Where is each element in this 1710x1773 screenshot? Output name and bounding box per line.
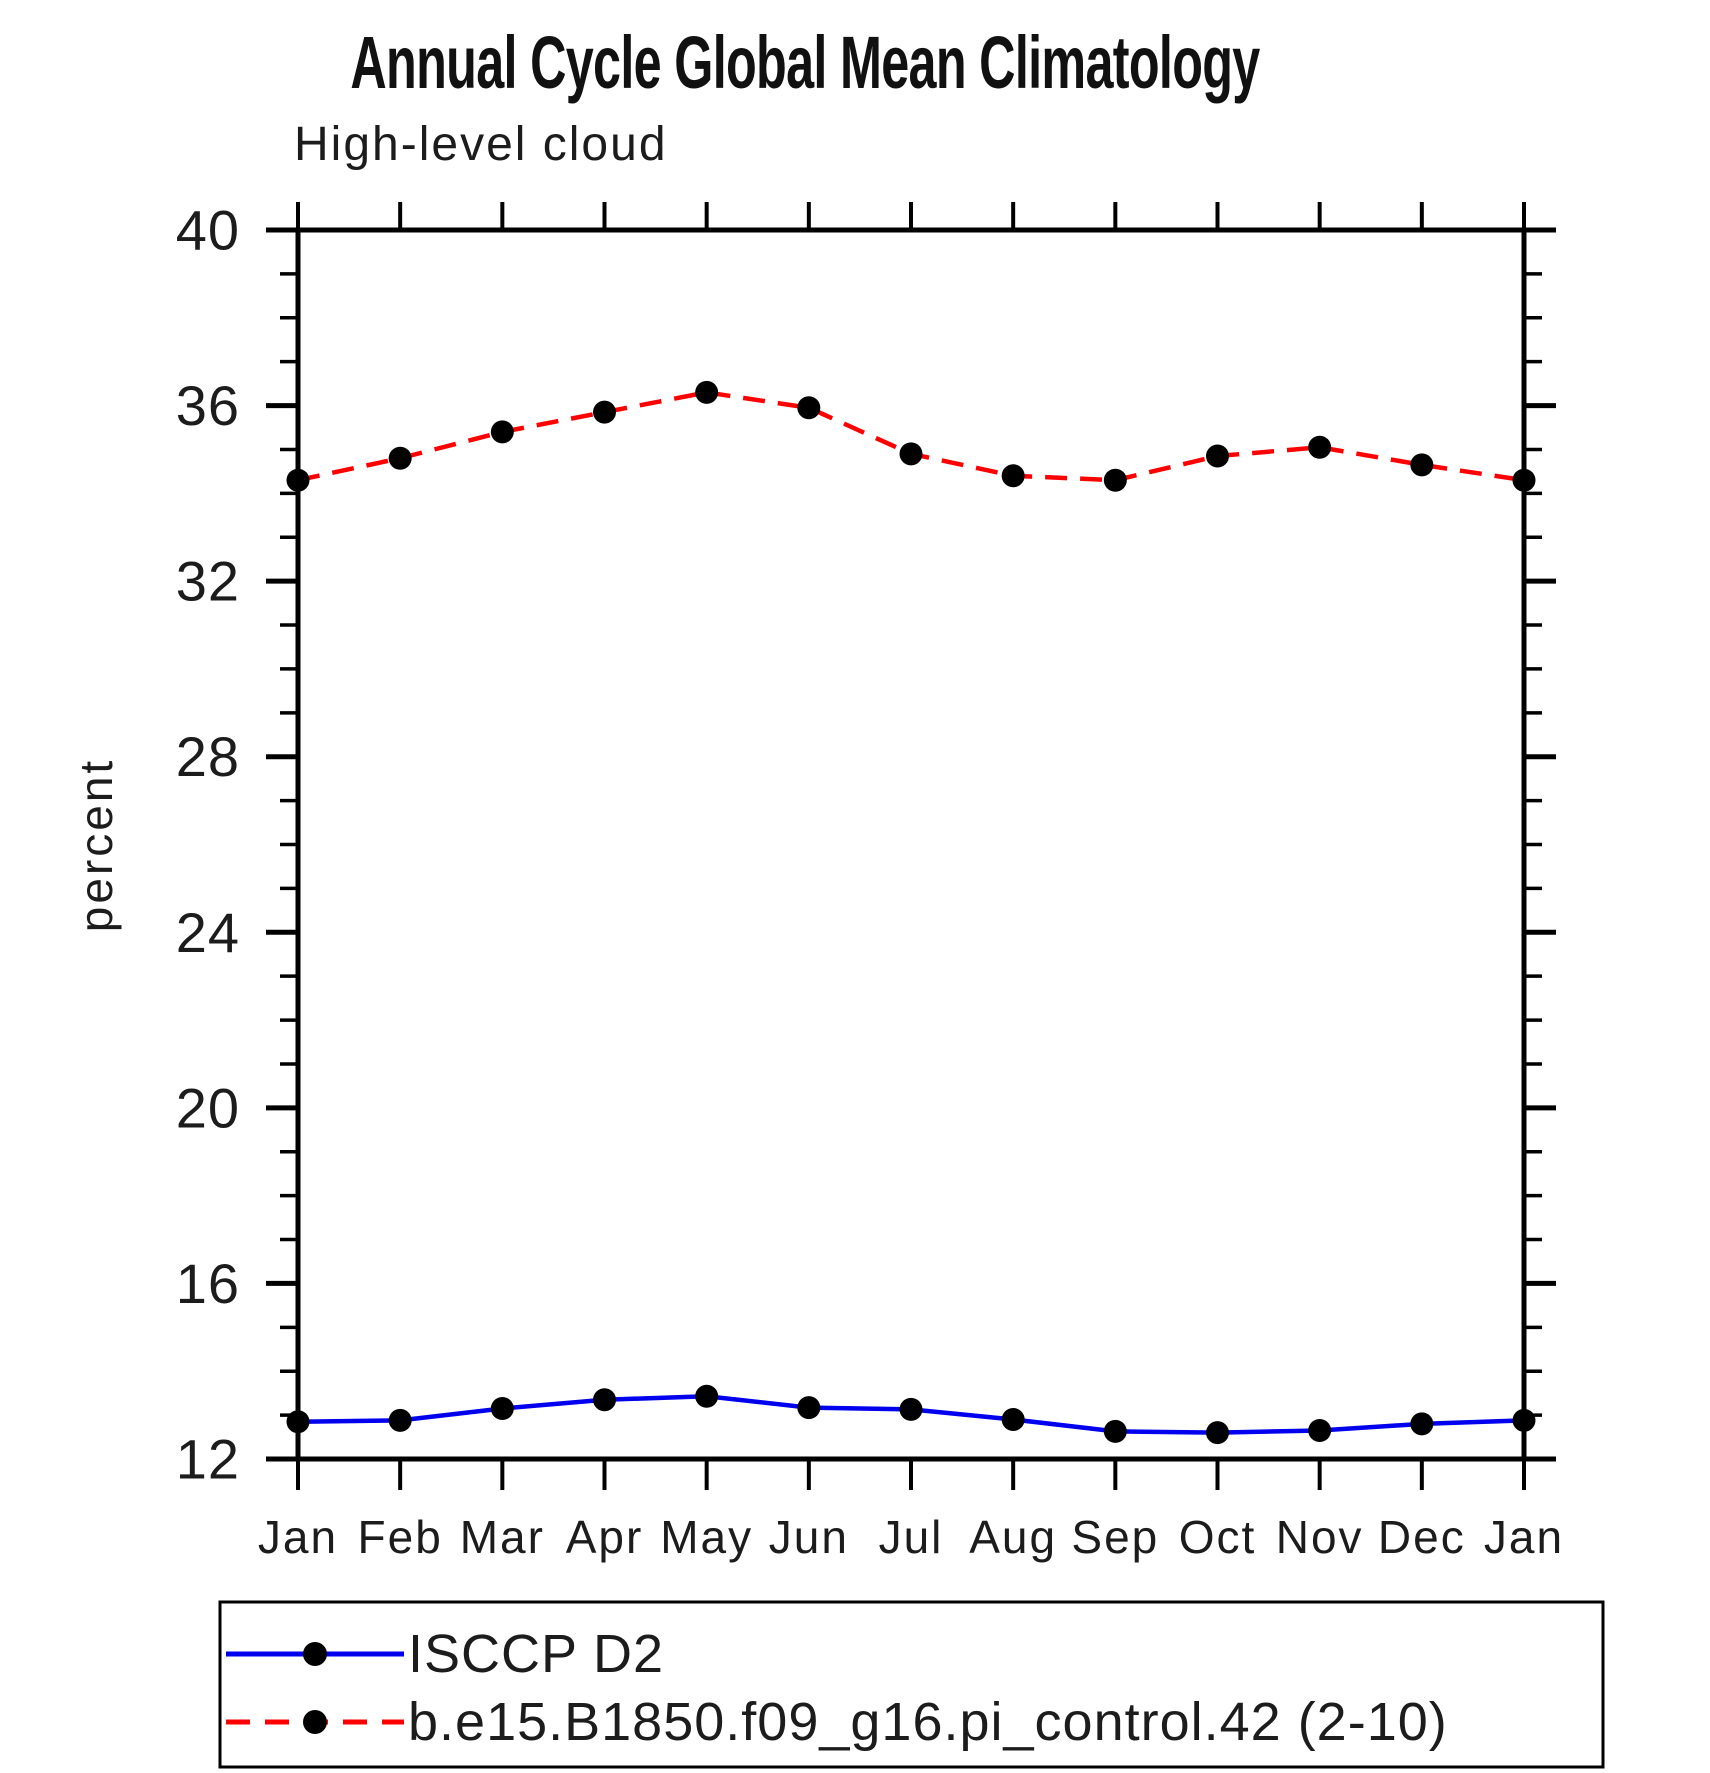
data-point-marker bbox=[490, 1397, 514, 1421]
y-axis-title: percent bbox=[70, 758, 122, 932]
data-point-marker bbox=[797, 396, 821, 420]
data-point-marker bbox=[797, 1396, 821, 1420]
x-tick-label: Jan bbox=[1484, 1511, 1564, 1563]
data-point-marker bbox=[899, 442, 923, 466]
y-tick-label: 32 bbox=[176, 550, 240, 613]
axes-layer: 12 16 20 24 28 32 36 40 Jan Feb Mar Apr May Jun Jul Aug… bbox=[176, 199, 1564, 1564]
legend-marker bbox=[303, 1710, 327, 1734]
data-point-marker bbox=[388, 446, 412, 470]
x-tick-label: Oct bbox=[1179, 1511, 1257, 1563]
series-layer bbox=[286, 380, 1536, 1445]
legend-label: ISCCP D2 bbox=[408, 1624, 664, 1684]
x-tick-label: Aug bbox=[969, 1511, 1057, 1563]
data-point-marker bbox=[1103, 468, 1127, 492]
data-point-marker bbox=[1410, 453, 1434, 477]
data-point-marker bbox=[695, 1384, 719, 1408]
y-tick-label: 16 bbox=[176, 1252, 240, 1315]
y-tick-label: 12 bbox=[176, 1428, 240, 1491]
y-tick-label: 24 bbox=[176, 901, 240, 964]
x-tick-label: May bbox=[660, 1511, 753, 1563]
data-point-marker bbox=[1103, 1419, 1127, 1443]
data-point-marker bbox=[695, 380, 719, 404]
legend-items: ISCCP D2 b.e15.B1850.f09_g16.pi_control.4… bbox=[226, 1624, 1448, 1752]
x-tick-label: Jul bbox=[879, 1511, 944, 1563]
y-tick-label: 36 bbox=[176, 374, 240, 437]
chart-subtitle: High-level cloud bbox=[294, 118, 668, 171]
x-tick-label: Sep bbox=[1071, 1511, 1159, 1563]
x-tick-label: Dec bbox=[1378, 1511, 1466, 1563]
y-tick-label: 40 bbox=[176, 199, 240, 262]
data-point-marker bbox=[593, 400, 616, 424]
data-point-marker bbox=[899, 1397, 923, 1421]
series-line-1 bbox=[297, 390, 1525, 483]
x-tick-label: Nov bbox=[1276, 1511, 1364, 1563]
legend-marker bbox=[303, 1642, 327, 1666]
data-point-marker bbox=[593, 1388, 616, 1412]
legend-label: b.e15.B1850.f09_g16.pi_control.42 (2-10) bbox=[408, 1692, 1448, 1752]
x-tick-label: Apr bbox=[566, 1511, 644, 1563]
legend: ISCCP D2 b.e15.B1850.f09_g16.pi_control.4… bbox=[218, 1600, 1605, 1769]
data-point-marker bbox=[1001, 464, 1025, 488]
data-point-marker bbox=[490, 420, 514, 444]
plot-frame bbox=[295, 227, 1527, 1462]
data-point-marker bbox=[388, 1408, 412, 1432]
legend-box bbox=[218, 1600, 1605, 1769]
data-point-marker bbox=[1308, 1418, 1332, 1442]
data-point-marker bbox=[1206, 1421, 1229, 1445]
title-group: Annual Cycle Global Mean Climatology bbox=[350, 23, 1260, 105]
x-tick-label: Jun bbox=[769, 1511, 849, 1563]
data-point-marker bbox=[1206, 444, 1229, 468]
data-point-marker bbox=[1410, 1412, 1434, 1436]
data-point-marker bbox=[1001, 1407, 1025, 1431]
x-tick-label: Jan bbox=[258, 1511, 338, 1563]
data-point-marker bbox=[1308, 435, 1332, 459]
x-tick-label: Mar bbox=[460, 1511, 545, 1563]
x-tick-label: Feb bbox=[358, 1511, 443, 1563]
y-tick-label: 20 bbox=[176, 1076, 240, 1139]
y-tick-label: 28 bbox=[176, 725, 240, 788]
page-title: Annual Cycle Global Mean Climatology bbox=[350, 23, 1260, 105]
